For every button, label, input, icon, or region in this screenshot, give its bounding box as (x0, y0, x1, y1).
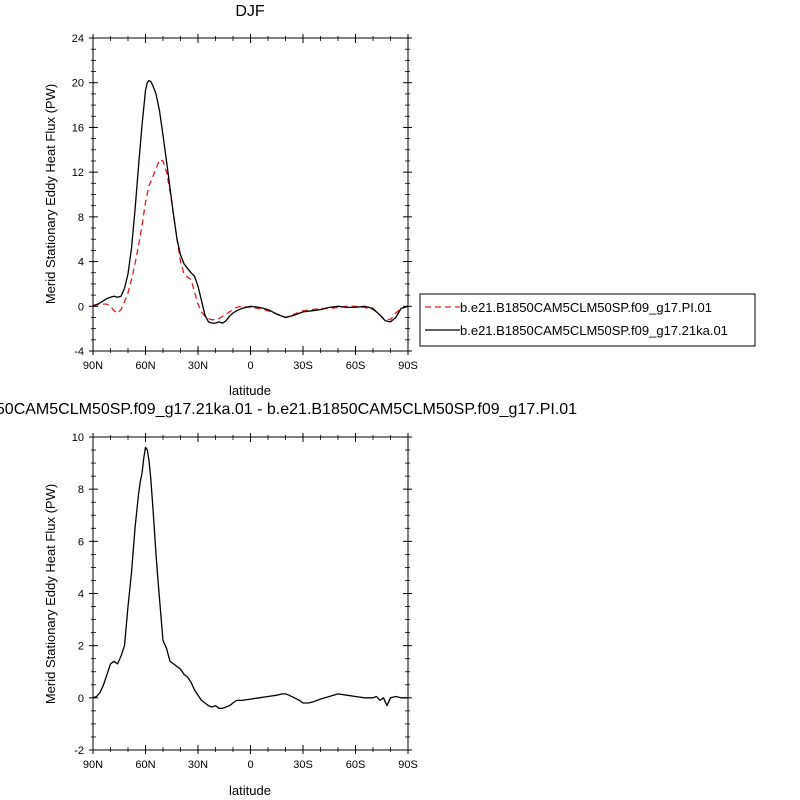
legend-box (419, 293, 756, 347)
bottom-y-tick-label: 10 (72, 432, 84, 444)
top-y-tick-label: 24 (72, 33, 84, 45)
top-chart-title: DJF (235, 3, 265, 20)
legend-label-pi: b.e21.B1850CAM5CLM50SP.f09_g17.PI.01 (460, 300, 712, 315)
bottom-chart-title: b.e21.B1850CAM5CLM50SP.f09_g17.21ka.01 -… (0, 401, 577, 418)
top-panel: DJF -4 0 4 8 12 16 20 24 90N 60N 30N 0 30S 60S 90S b.e… (43, 3, 756, 398)
top-x-tick-label: 30S (293, 360, 313, 372)
bottom-x-tick-label: 60S (346, 759, 366, 771)
bottom-x-axis-label: latitude (229, 783, 271, 798)
top-y-tick-label: 16 (72, 122, 84, 134)
bottom-y-tick-label: 4 (78, 589, 84, 601)
bottom-x-tick-label: 0 (247, 759, 253, 771)
top-y-tick-label: 8 (78, 212, 84, 224)
top-y-tick-label: 12 (72, 167, 84, 179)
bottom-series-line-0 (92, 446, 408, 709)
bottom-plot-area: -2 0 2 4 6 8 10 90N 60N 30N 0 30S 60S 90S (72, 432, 418, 771)
top-series-line-1 (92, 79, 409, 324)
top-x-tick-label: 90S (398, 360, 418, 372)
top-x-axis-label: latitude (229, 383, 271, 398)
top-plot-frame (92, 37, 409, 352)
top-series-line-0 (92, 159, 409, 321)
top-x-tick-label: 0 (247, 360, 253, 372)
bottom-y-tick-label: 2 (78, 641, 84, 653)
bottom-y-tick-label: -2 (74, 745, 84, 757)
top-y-tick-label: 20 (72, 78, 84, 90)
top-y-tick-label: 0 (78, 301, 84, 313)
bottom-x-tick-label: 60N (135, 759, 155, 771)
top-y-tick-label: 4 (78, 257, 84, 269)
top-x-tick-label: 90N (83, 360, 103, 372)
top-x-tick-label: 60N (135, 360, 155, 372)
bottom-y-axis-label: Merid Stationary Eddy Heat Flux (PW) (43, 484, 58, 704)
top-y-axis-label: Merid Stationary Eddy Heat Flux (PW) (43, 84, 58, 304)
bottom-y-tick-label: 0 (78, 693, 84, 705)
bottom-x-tick-label: 30S (293, 759, 313, 771)
bottom-x-tick-label: 30N (188, 759, 208, 771)
top-y-tick-label: -4 (74, 346, 84, 358)
top-x-tick-label: 30N (188, 360, 208, 372)
bottom-y-tick-label: 8 (78, 484, 84, 496)
legend-label-21ka: b.e21.B1850CAM5CLM50SP.f09_g17.21ka.01 (460, 323, 728, 338)
bottom-y-tick-label: 6 (78, 536, 84, 548)
top-plot-area: -4 0 4 8 12 16 20 24 90N 60N 30N 0 30S 60S 90S (72, 33, 418, 372)
bottom-x-tick-label: 90S (398, 759, 418, 771)
legend: b.e21.B1850CAM5CLM50SP.f09_g17.PI.01 b.e… (419, 293, 756, 347)
bottom-panel: b.e21.B1850CAM5CLM50SP.f09_g17.21ka.01 -… (0, 401, 577, 798)
top-x-tick-label: 60S (346, 360, 366, 372)
bottom-x-tick-label: 90N (83, 759, 103, 771)
